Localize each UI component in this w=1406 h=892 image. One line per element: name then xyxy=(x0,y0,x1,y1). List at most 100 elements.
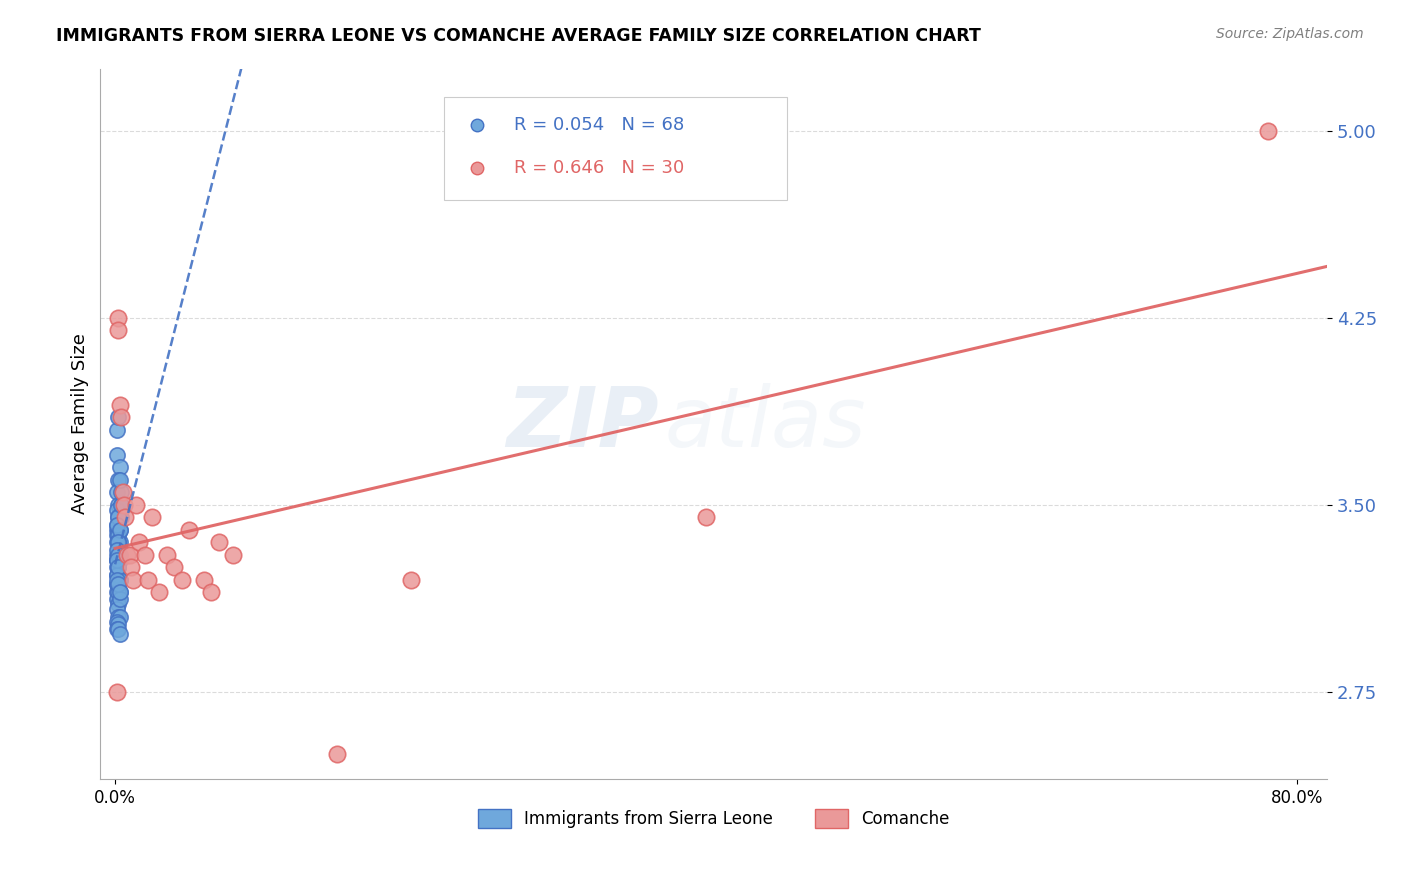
Point xyxy=(105,585,128,599)
Text: R = 0.054   N = 68: R = 0.054 N = 68 xyxy=(513,116,683,135)
Text: R = 0.646   N = 30: R = 0.646 N = 30 xyxy=(513,159,683,177)
Point xyxy=(105,623,128,637)
Point xyxy=(105,552,128,566)
Point xyxy=(156,548,179,562)
Point xyxy=(107,323,129,337)
Point xyxy=(105,542,128,557)
Point xyxy=(110,410,132,425)
Point xyxy=(222,548,245,562)
Point xyxy=(105,423,128,437)
Text: IMMIGRANTS FROM SIERRA LEONE VS COMANCHE AVERAGE FAMILY SIZE CORRELATION CHART: IMMIGRANTS FROM SIERRA LEONE VS COMANCHE… xyxy=(56,27,981,45)
Point xyxy=(107,535,129,549)
Point xyxy=(107,310,129,325)
Point xyxy=(136,573,159,587)
Point xyxy=(695,510,717,524)
Point xyxy=(107,535,129,549)
Point xyxy=(177,523,200,537)
Point xyxy=(107,473,129,487)
Point xyxy=(107,410,129,425)
Point xyxy=(105,517,128,532)
Point xyxy=(326,747,349,761)
Point xyxy=(120,560,142,574)
Point xyxy=(105,517,128,532)
Point xyxy=(107,560,129,574)
Point xyxy=(125,498,148,512)
Point xyxy=(1257,124,1279,138)
Point xyxy=(105,552,128,566)
Point xyxy=(108,592,131,607)
Point xyxy=(107,548,129,562)
Point xyxy=(105,527,128,541)
Point xyxy=(170,573,193,587)
Point xyxy=(399,573,422,587)
Point xyxy=(108,573,131,587)
Point xyxy=(105,567,128,582)
Text: ZIP: ZIP xyxy=(506,384,658,464)
Point xyxy=(108,610,131,624)
Point xyxy=(107,585,129,599)
Text: atlas: atlas xyxy=(665,384,866,464)
Text: Source: ZipAtlas.com: Source: ZipAtlas.com xyxy=(1216,27,1364,41)
Point xyxy=(107,598,129,612)
Point xyxy=(108,535,131,549)
Point xyxy=(193,573,215,587)
Point xyxy=(105,573,128,587)
Point xyxy=(105,602,128,616)
Point xyxy=(128,535,150,549)
Point xyxy=(107,523,129,537)
Point xyxy=(105,502,128,516)
Point xyxy=(107,527,129,541)
Point xyxy=(107,592,129,607)
Point xyxy=(107,498,129,512)
Point xyxy=(110,485,132,500)
Point xyxy=(108,573,131,587)
Point xyxy=(115,548,138,562)
Point xyxy=(163,560,186,574)
Point xyxy=(105,552,128,566)
Point xyxy=(107,617,129,632)
Point xyxy=(107,560,129,574)
Point xyxy=(121,573,143,587)
Point xyxy=(105,535,128,549)
Point xyxy=(108,548,131,562)
Point xyxy=(107,510,129,524)
Point xyxy=(118,548,141,562)
Point xyxy=(207,535,229,549)
Point xyxy=(105,485,128,500)
Point xyxy=(105,577,128,591)
Point xyxy=(108,523,131,537)
Point xyxy=(110,498,132,512)
Point xyxy=(108,460,131,475)
FancyBboxPatch shape xyxy=(444,97,787,200)
Point xyxy=(105,448,128,462)
Point xyxy=(107,577,129,591)
Y-axis label: Average Family Size: Average Family Size xyxy=(72,334,89,514)
Point xyxy=(105,592,128,607)
Point xyxy=(108,398,131,412)
Point xyxy=(134,548,156,562)
Point xyxy=(105,523,128,537)
Point xyxy=(108,627,131,641)
Point xyxy=(110,510,132,524)
Point xyxy=(114,510,136,524)
Point xyxy=(107,573,129,587)
Point xyxy=(148,585,170,599)
Point xyxy=(105,567,128,582)
Point xyxy=(107,542,129,557)
Point xyxy=(105,615,128,629)
Point xyxy=(107,510,129,524)
Point xyxy=(141,510,163,524)
Point xyxy=(108,552,131,566)
Point xyxy=(108,585,131,599)
Point xyxy=(110,498,132,512)
Point xyxy=(105,684,128,698)
Point xyxy=(107,610,129,624)
Legend: Immigrants from Sierra Leone, Comanche: Immigrants from Sierra Leone, Comanche xyxy=(471,802,956,835)
Point xyxy=(108,510,131,524)
Point xyxy=(200,585,222,599)
Point xyxy=(105,577,128,591)
Point xyxy=(107,623,129,637)
Point xyxy=(107,560,129,574)
Point xyxy=(105,560,128,574)
Point xyxy=(108,585,131,599)
